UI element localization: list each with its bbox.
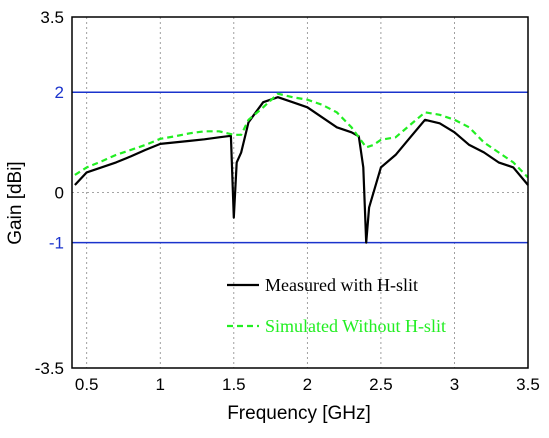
series-line-measured: [74, 96, 529, 244]
legend-label-simulated: Simulated Without H-slit: [265, 316, 446, 336]
x-tick-label: 1.5: [222, 375, 246, 394]
tick-labels: 0.5 1 1.5 2 2.5 3 3.5 3.5 2 0 -1 -3.5: [35, 8, 540, 394]
y-tick-label: 0: [55, 184, 64, 203]
y-axis-title: Gain [dBi]: [5, 161, 26, 244]
x-tick-label: 1: [156, 375, 165, 394]
x-tick-label: 3: [450, 375, 459, 394]
x-axis-title: Frequency [GHz]: [227, 403, 371, 424]
y-tick-label: 3.5: [40, 8, 64, 27]
plot-frame: [71, 16, 529, 369]
y-tick-label: 2: [55, 83, 64, 102]
x-tick-label: 2.5: [369, 375, 393, 394]
x-tick-label: 2: [303, 375, 312, 394]
legend: Measured with H-slit Simulated Without H…: [227, 275, 446, 336]
legend-label-measured: Measured with H-slit: [265, 275, 418, 295]
series-lines: [74, 92, 529, 244]
y-tick-label: -1: [49, 234, 64, 253]
y-tick-label: -3.5: [35, 359, 64, 378]
series-line-simulated: [74, 92, 529, 179]
reference-lines: [72, 91, 528, 244]
x-tick-label: 3.5: [516, 375, 540, 394]
x-tick-label: 0.5: [75, 375, 99, 394]
